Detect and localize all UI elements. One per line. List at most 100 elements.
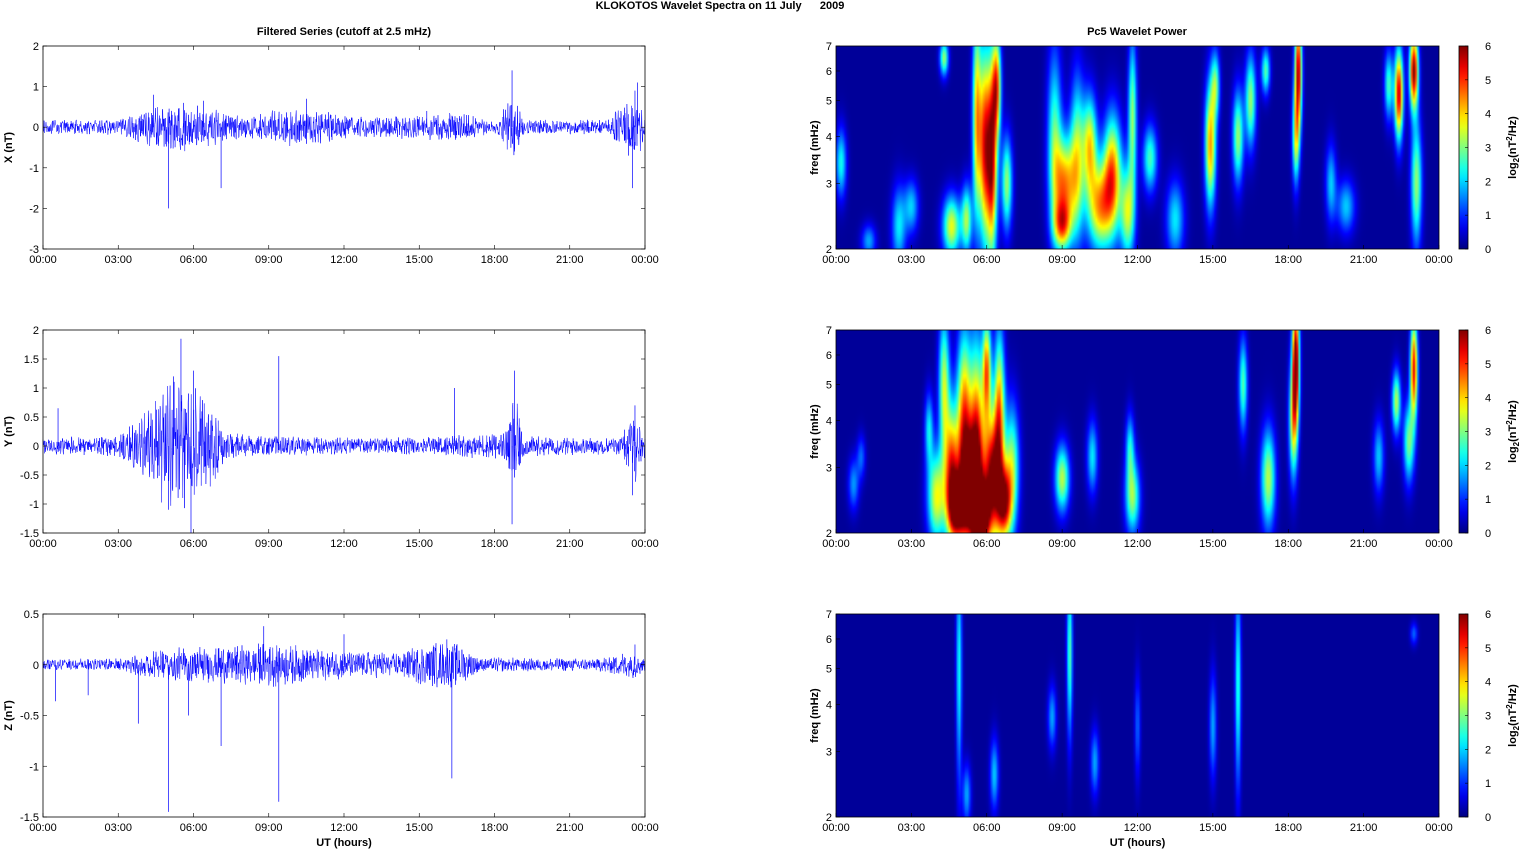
xtick-label: 06:00 (973, 254, 1001, 266)
wavelet-power-image (836, 614, 1439, 817)
xtick-label: 09:00 (1048, 538, 1076, 550)
ytick-label: 0.5 (24, 412, 39, 424)
ytick-label: 0 (33, 441, 39, 453)
xtick-label: 15:00 (405, 254, 433, 266)
colorbar-tick-label: 6 (1485, 41, 1491, 53)
xtick-label: 03:00 (898, 538, 926, 550)
colorbar-tick-label: 4 (1485, 109, 1491, 121)
colorbar-tick-label: 3 (1485, 711, 1491, 723)
xtick-label: 21:00 (1350, 822, 1378, 834)
ytick-label: -1 (29, 761, 39, 773)
line-panel-1: -3 -2 -1 0 1 2 00:00 03:00 06:00 09:00 12:00 15:00 1… (3, 41, 659, 266)
colorbar-label-part: 2 (1505, 704, 1514, 709)
xtick-label: 00:00 (29, 538, 57, 550)
colorbar-label-part: (nT (1507, 709, 1519, 726)
xtick-label: 21:00 (556, 254, 584, 266)
ylabel: freq (mHz) (809, 120, 821, 175)
ytick-label: 5 (826, 664, 832, 676)
colorbar-label-part: log (1507, 730, 1519, 747)
xtick-label: 18:00 (1274, 822, 1302, 834)
colorbar-tick-label: 3 (1485, 143, 1491, 155)
xtick-label: 12:00 (1124, 538, 1152, 550)
ytick-label: 4 (826, 416, 832, 428)
ytick-label: -0.5 (20, 711, 39, 723)
line-panel-2: -1.5 -1 -0.5 0 0.5 1 1.5 2 00:00 03:00 06:00 09:00 1… (3, 325, 659, 550)
xtick-label: 00:00 (1425, 822, 1453, 834)
colorbar-label-part: 2 (1512, 441, 1521, 446)
ylabel: Y (nT) (3, 416, 15, 447)
colorbar-tick-label: 2 (1485, 744, 1491, 756)
colorbar-label-part: (nT (1507, 141, 1519, 158)
colorbar-tick-label: 2 (1485, 460, 1491, 472)
colorbar-tick-label: 1 (1485, 210, 1491, 222)
colorbar-label-part: (nT (1507, 425, 1519, 442)
ytick-label: 5 (826, 380, 832, 392)
ytick-label: 1 (33, 383, 39, 395)
xtick-label: 21:00 (556, 822, 584, 834)
series-trace (42, 103, 646, 156)
ytick-label: 1 (33, 82, 39, 94)
figure-suptitle: KLOKOTOS Wavelet Spectra on 11 July 2009 (596, 0, 845, 12)
xtick-label: 03:00 (104, 254, 132, 266)
xtick-label: 18:00 (481, 822, 509, 834)
wavelet-power-image (836, 46, 1439, 249)
ytick-label: 7 (826, 41, 832, 53)
colorbar-label-part: log (1507, 446, 1519, 463)
ytick-label: -2 (29, 203, 39, 215)
ytick-label: 5 (826, 96, 832, 108)
xtick-label: 09:00 (1048, 254, 1076, 266)
ytick-label: 2 (33, 325, 39, 337)
xtick-label: 18:00 (481, 254, 509, 266)
xtick-label: 12:00 (330, 254, 358, 266)
colorbar-label-part: /Hz) (1507, 400, 1519, 421)
ytick-label: 0 (33, 122, 39, 134)
xtick-label: 15:00 (1199, 254, 1227, 266)
right-column-title: Pc5 Wavelet Power (1087, 26, 1188, 38)
ytick-label: 0.5 (24, 609, 39, 621)
ytick-label: -1.5 (20, 528, 39, 540)
ytick-label: -1.5 (20, 812, 39, 824)
colorbar-tick-label: 1 (1485, 494, 1491, 506)
xtick-label: 06:00 (180, 822, 208, 834)
xtick-label: 00:00 (631, 822, 659, 834)
xtick-label: 06:00 (973, 822, 1001, 834)
xtick-label: 00:00 (631, 254, 659, 266)
series-trace (42, 643, 646, 688)
xtick-label: 18:00 (481, 538, 509, 550)
series-trace (42, 381, 646, 509)
ytick-label: 2 (826, 244, 832, 256)
left-column-title: Filtered Series (cutoff at 2.5 mHz) (257, 26, 432, 38)
ylabel: freq (mHz) (809, 404, 821, 459)
xtick-label: 15:00 (1199, 538, 1227, 550)
ytick-label: 2 (33, 41, 39, 53)
xtick-label: 12:00 (330, 822, 358, 834)
colorbar-tick-label: 6 (1485, 325, 1491, 337)
colorbar-tick-label: 5 (1485, 75, 1491, 87)
colorbar-label-part: 2 (1505, 136, 1514, 141)
xtick-label: 18:00 (1274, 538, 1302, 550)
ytick-label: 3 (826, 462, 832, 474)
xtick-label: 09:00 (1048, 822, 1076, 834)
ytick-label: 2 (826, 812, 832, 824)
xtick-label: 00:00 (822, 254, 850, 266)
plot-area (43, 330, 645, 533)
ytick-label: 7 (826, 609, 832, 621)
colorbar-label: log2(nT2/Hz) (1505, 116, 1521, 179)
ytick-label: 3 (826, 746, 832, 758)
xtick-label: 15:00 (1199, 822, 1227, 834)
ytick-label: 2 (826, 528, 832, 540)
xtick-label: 12:00 (330, 538, 358, 550)
line-panel-3: -1.5 -1 -0.5 0 0.5 00:00 03:00 06:00 09:00 12:00 1… (3, 609, 659, 849)
heatmap-panel-3: 2 3 4 5 6 7 00:00 03:00 06:00 09:00 12:00 15:00 18:0… (809, 609, 1521, 849)
xtick-label: 15:00 (405, 538, 433, 550)
ytick-label: -3 (29, 244, 39, 256)
heatmap-panel-1: 2 3 4 5 6 7 00:00 03:00 06:00 09:00 12:00 15:00 18:0… (809, 41, 1521, 266)
xtick-label: 06:00 (180, 254, 208, 266)
ytick-label: 1.5 (24, 354, 39, 366)
xtick-label: 03:00 (104, 538, 132, 550)
